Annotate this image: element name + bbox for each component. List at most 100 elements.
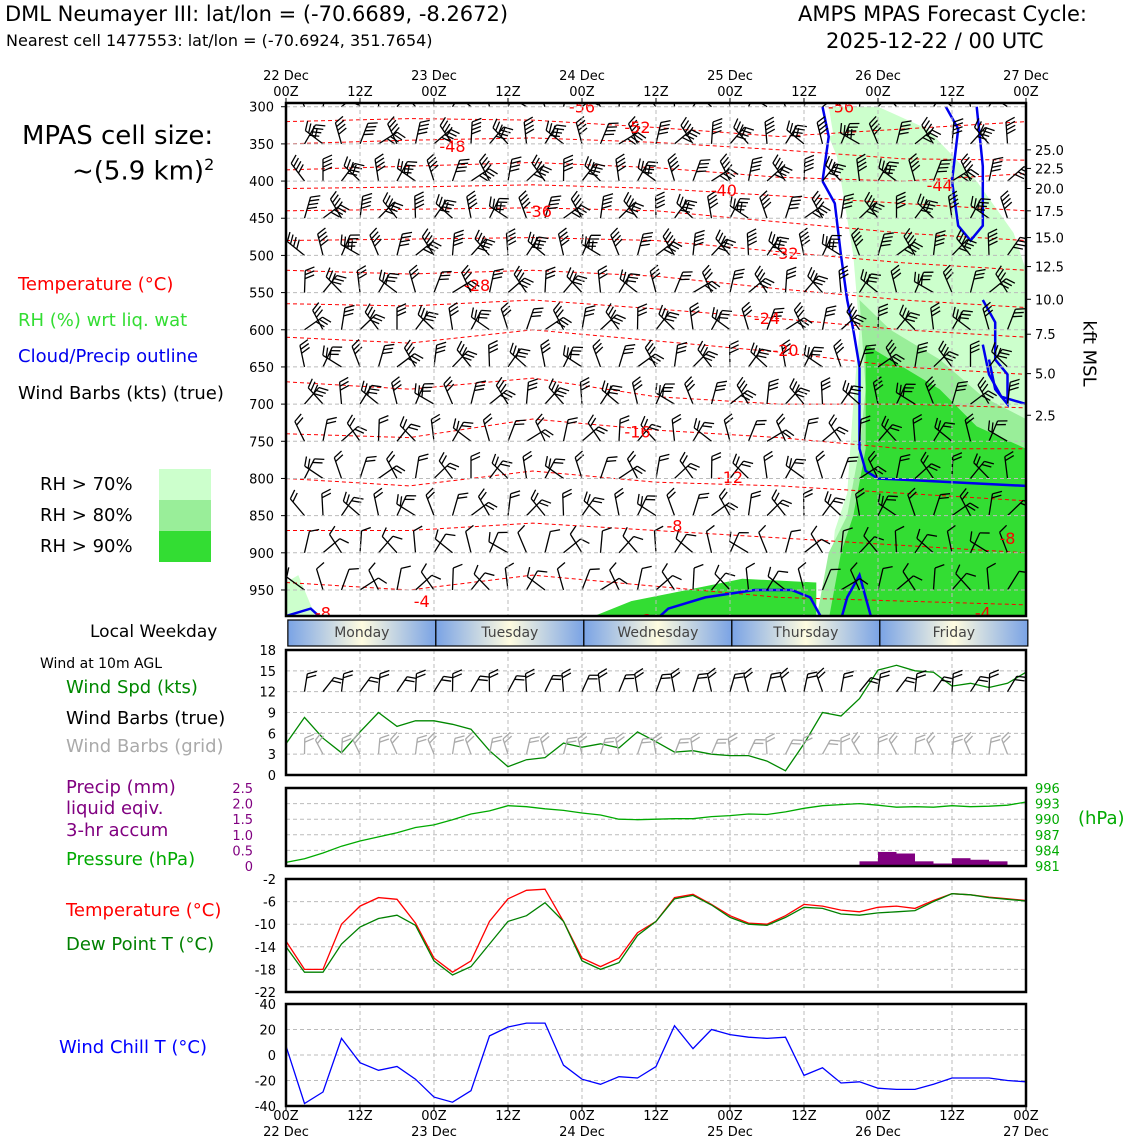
wind-barb-flag (975, 456, 981, 466)
wind-barb (599, 456, 618, 479)
wind-barb (991, 342, 1008, 368)
wind-barb-flag (567, 420, 578, 425)
wind-barb-flag (928, 200, 938, 204)
wind-barb-flag (597, 265, 608, 272)
wind-barb-flag (830, 568, 841, 571)
wind-barb-staff (877, 738, 880, 755)
wind-barb-flag (347, 238, 350, 249)
wind-barb-flag (817, 671, 826, 679)
wind-barb-flag (776, 79, 786, 86)
wind-barb-flag (524, 124, 534, 131)
wind-barb-flag (681, 136, 692, 143)
wind-barb-flag (662, 228, 670, 237)
wind-barb-flag (618, 577, 628, 585)
wind-barb-staff (673, 533, 688, 554)
wind-barb-flag (637, 307, 648, 313)
surface-wind-barb-true (877, 670, 891, 692)
wind-barb-flag (340, 204, 350, 211)
wind-barb-flag (292, 236, 297, 247)
wind-barb (697, 340, 713, 368)
wind-barb (303, 195, 321, 219)
wind-barb-flag (719, 153, 728, 162)
wind-barb-flag (357, 425, 368, 432)
wind-barb-flag (813, 346, 824, 349)
wind-barb-flag (380, 89, 389, 94)
height-tick-label: 10.0 (1035, 293, 1064, 308)
wind-barb-staff (488, 541, 509, 554)
wind-barb (597, 265, 608, 293)
wind-barb (414, 119, 430, 145)
wind-barb-flag (379, 738, 390, 743)
wind-barb-flag (366, 455, 377, 459)
wind-barb-flag (720, 491, 728, 501)
wind-barb-staff (711, 572, 727, 591)
wind-barb-flag (976, 121, 982, 131)
wind-barb-flag (374, 491, 384, 499)
wind-barb-flag (388, 119, 397, 129)
wind-barb-staff (988, 673, 991, 692)
wind-barb-flag (848, 306, 855, 316)
wind-barb (396, 103, 413, 108)
wind-barb-flag (668, 156, 678, 165)
wind-barb-flag (593, 90, 603, 98)
wind-barb-flag (741, 129, 752, 134)
y-tick-label: 40 (259, 998, 276, 1013)
precip-bar (878, 851, 897, 866)
weekday-label-wednesday: Wednesday (617, 625, 698, 641)
wind-barb-flag (681, 274, 692, 277)
wind-barb (636, 495, 658, 516)
wind-barb-flag (902, 386, 906, 397)
wind-barb-flag (520, 348, 531, 352)
wind-barb-flag (978, 679, 988, 683)
legend-precip-1: Precip (mm) (66, 777, 176, 798)
surface-wind-barb-grid (710, 738, 728, 755)
wind-barb-flag (289, 234, 294, 245)
wind-barb-flag (700, 159, 711, 162)
surface-wind-barb-true (1006, 675, 1027, 693)
wind-barb-flag (755, 92, 763, 102)
wind-barb-flag (533, 307, 544, 310)
wind-barb-flag (562, 488, 572, 495)
wind-barb-flag (786, 120, 791, 131)
wind-barb-flag (316, 735, 324, 744)
wind-barb-flag (542, 165, 552, 171)
wind-barb-flag (992, 490, 1003, 495)
wind-barb-flag (901, 120, 912, 124)
wind-barb (599, 527, 612, 553)
wind-barb (867, 450, 879, 479)
wind-barb-flag (615, 732, 625, 740)
wind-barb (942, 264, 954, 293)
wind-barb-flag (474, 229, 480, 240)
wind-barb-flag (997, 268, 1005, 278)
wind-barb-flag (712, 117, 723, 123)
wind-barb-flag (574, 278, 585, 283)
wind-barb-flag (328, 349, 332, 360)
wind-barb-flag (482, 160, 490, 170)
surface-wind-barb-grid (599, 737, 616, 755)
wind-barb-flag (961, 235, 967, 245)
wind-barb-flag (831, 169, 841, 174)
wind-barb-staff (453, 103, 472, 108)
wind-barb-flag (812, 281, 823, 286)
wind-barb-flag (473, 564, 479, 575)
wind-barb-flag (344, 304, 355, 309)
wind-barb-staff (286, 576, 305, 591)
wind-barb-flag (331, 194, 339, 204)
temperature-label: -8 (315, 603, 331, 622)
wind-barb-flag (890, 735, 898, 744)
wind-barb-flag (753, 742, 764, 745)
wind-barb-flag (712, 125, 722, 131)
wind-barb-flag (373, 487, 383, 495)
wind-barb (803, 205, 831, 219)
surface-wind-barb-true (561, 668, 572, 692)
wind-barb-flag (537, 83, 547, 90)
wind-barb-staff (926, 739, 935, 755)
wind-barb (859, 465, 887, 480)
temperature-label: -24 (754, 309, 780, 328)
wind-barb-flag (878, 158, 882, 168)
wind-barb-flag (942, 264, 951, 273)
wind-barb-flag (771, 671, 782, 675)
wind-barb (766, 307, 785, 330)
wind-barb-staff (902, 571, 916, 591)
wind-barb-flag (536, 239, 541, 250)
